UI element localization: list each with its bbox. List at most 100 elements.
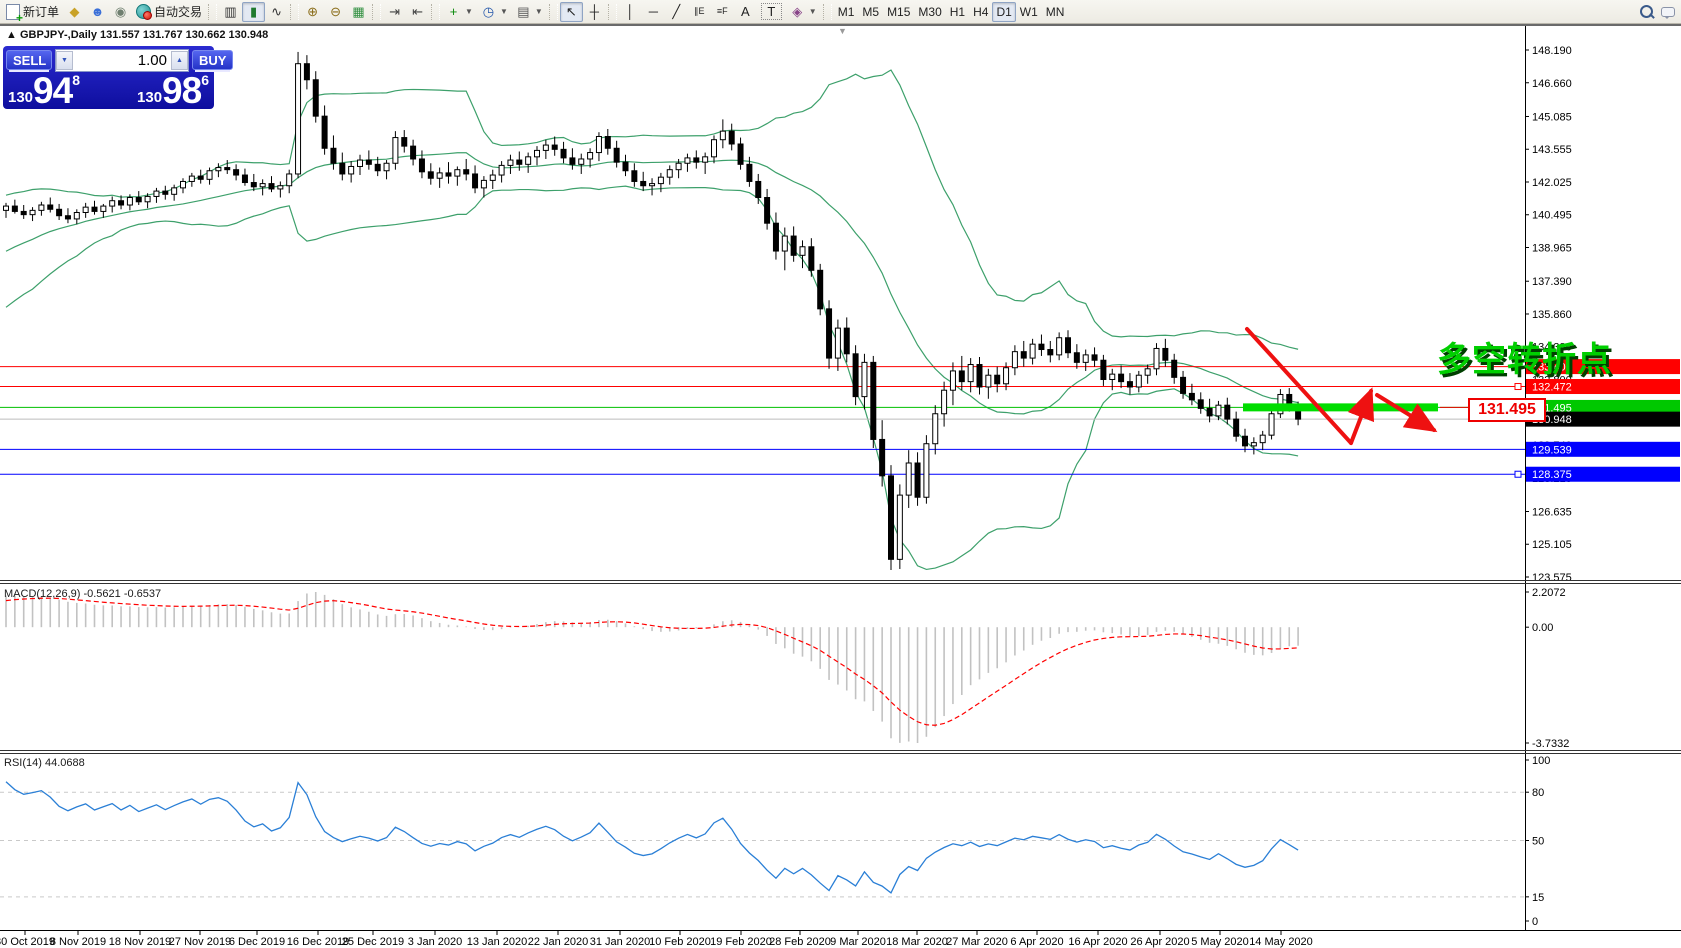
fibonacci-button[interactable]: ≡F bbox=[711, 2, 734, 22]
trend-arrow[interactable] bbox=[1245, 327, 1353, 445]
candle-body bbox=[923, 443, 930, 498]
line-chart-icon: ∿ bbox=[271, 4, 282, 19]
new-order-button[interactable]: 新订单 bbox=[2, 2, 63, 25]
chart-shift-button[interactable]: ⇤ bbox=[406, 2, 429, 22]
candle-body bbox=[427, 171, 434, 179]
toolbar-separator bbox=[607, 3, 617, 20]
candle-body bbox=[578, 158, 585, 165]
tile-windows-button[interactable]: ▦ bbox=[347, 2, 370, 22]
text-button[interactable]: A bbox=[734, 2, 757, 22]
trendline-button[interactable]: ╱ bbox=[665, 2, 688, 22]
price-badge-label: 129.539 bbox=[1532, 444, 1572, 456]
timeframe-m15-button[interactable]: M15 bbox=[883, 2, 914, 22]
indicators-button[interactable]: + ▼ bbox=[442, 2, 477, 22]
crosshair-button[interactable]: ┼ bbox=[583, 2, 606, 22]
trend-arrow[interactable] bbox=[1375, 393, 1438, 433]
chevron-down-icon: ▼ bbox=[534, 7, 543, 16]
sell-price[interactable]: 130 94 8 bbox=[8, 72, 80, 109]
sell-price-pip: 8 bbox=[72, 72, 80, 88]
auto-scroll-button[interactable]: ⇥ bbox=[383, 2, 406, 22]
candle-body bbox=[693, 157, 700, 163]
volume-input[interactable] bbox=[73, 50, 171, 70]
zoom-out-button[interactable]: ⊖ bbox=[324, 2, 347, 22]
text-label-button[interactable]: T bbox=[757, 2, 786, 22]
navigator-button[interactable]: ◉ bbox=[109, 2, 132, 22]
timeframe-w1-button[interactable]: W1 bbox=[1016, 2, 1042, 22]
candle-body bbox=[268, 183, 275, 190]
price-badge-label: 128.375 bbox=[1532, 469, 1572, 481]
date-tick-label: 31 Jan 2020 bbox=[590, 936, 651, 948]
equidistant-channel-button[interactable]: ∥E bbox=[688, 2, 711, 22]
market-watch-button[interactable]: ◆ bbox=[63, 2, 86, 22]
candle-body bbox=[888, 475, 894, 560]
cursor-icon: ↖ bbox=[565, 4, 577, 19]
date-tick-label: 16 Apr 2020 bbox=[1068, 936, 1127, 948]
candle-body bbox=[719, 130, 726, 141]
timeframe-m1-button[interactable]: M1 bbox=[834, 2, 859, 22]
timeframe-m5-button[interactable]: M5 bbox=[858, 2, 883, 22]
bar-chart-button[interactable]: ▥ bbox=[219, 2, 242, 22]
candle-body bbox=[967, 364, 974, 383]
price-tick-label: 140.495 bbox=[1532, 210, 1572, 222]
price-tick-label: 143.555 bbox=[1532, 144, 1572, 156]
candle-body bbox=[91, 206, 98, 212]
price-chart[interactable]: 148.190 146.660 145.085 143.555 142.025 140.4… bbox=[0, 26, 1681, 948]
candle-body bbox=[1268, 413, 1275, 436]
timeframe-d1-button[interactable]: D1 bbox=[992, 1, 1016, 22]
search-button[interactable] bbox=[1636, 2, 1657, 22]
candle-body bbox=[135, 197, 142, 203]
candle-body bbox=[1118, 373, 1125, 383]
candle-body bbox=[958, 370, 965, 383]
chat-button[interactable] bbox=[1657, 2, 1679, 22]
cursor-button[interactable]: ↖ bbox=[559, 1, 583, 22]
date-tick-label: 22 Jan 2020 bbox=[528, 936, 589, 948]
new-order-label: 新订单 bbox=[23, 5, 60, 19]
line-drag-handle[interactable] bbox=[1514, 383, 1522, 391]
price-tick-label: 125.105 bbox=[1532, 539, 1572, 551]
toolbar-separator bbox=[208, 3, 218, 20]
timeframe-h4-button[interactable]: H4 bbox=[969, 2, 992, 22]
navigator-icon: ◉ bbox=[114, 4, 127, 19]
horizontal-line-button[interactable]: ─ bbox=[642, 2, 665, 22]
candle-body bbox=[73, 211, 80, 220]
timeframe-h1-button[interactable]: H1 bbox=[946, 2, 969, 22]
data-window-button[interactable]: ☻ bbox=[86, 2, 109, 22]
line-drag-handle[interactable] bbox=[1514, 470, 1522, 478]
buy-price[interactable]: 130 98 6 bbox=[137, 72, 209, 109]
macd-tick-label: 0.00 bbox=[1532, 622, 1553, 634]
candle-body bbox=[374, 163, 381, 172]
arrows-button[interactable]: ◈ ▼ bbox=[786, 2, 821, 22]
trend-arrow[interactable] bbox=[1347, 387, 1375, 445]
chart-window[interactable]: ▲ GBPJPY-,Daily 131.557 131.767 130.662 … bbox=[0, 24, 1681, 948]
candlesticks-button[interactable]: ▮ bbox=[242, 1, 266, 22]
volume-decrease-button[interactable]: ▼ bbox=[56, 50, 73, 70]
search-icon bbox=[1640, 5, 1653, 18]
volume-increase-button[interactable]: ▲ bbox=[171, 50, 188, 70]
candle-body bbox=[3, 205, 9, 211]
date-tick-label: 9 Mar 2020 bbox=[830, 936, 886, 948]
candle-body bbox=[1091, 354, 1098, 361]
candle-body bbox=[932, 413, 939, 445]
line-chart-button[interactable]: ∿ bbox=[265, 2, 288, 22]
one-click-collapse-icon[interactable]: ▼ bbox=[838, 26, 847, 36]
timeframe-m30-button[interactable]: M30 bbox=[914, 2, 945, 22]
date-tick-label: 13 Jan 2020 bbox=[467, 936, 528, 948]
templates-button[interactable]: ▤ ▼ bbox=[512, 2, 547, 22]
candle-body bbox=[348, 165, 355, 175]
candle-body bbox=[976, 364, 983, 388]
timeframe-mn-button[interactable]: MN bbox=[1042, 2, 1069, 22]
zoom-in-button[interactable]: ⊕ bbox=[301, 2, 324, 22]
timeframe-m1-label: M1 bbox=[837, 4, 855, 19]
buy-button[interactable]: BUY bbox=[192, 50, 234, 70]
autotrading-button[interactable]: 自动交易 bbox=[132, 2, 206, 22]
macd-label: MACD(12,26,9) -0.5621 -0.6537 bbox=[4, 588, 162, 600]
periods-button[interactable]: ◷ ▼ bbox=[477, 2, 512, 22]
candle-body bbox=[118, 200, 125, 206]
sell-button[interactable]: SELL bbox=[6, 50, 52, 70]
candle-body bbox=[82, 206, 89, 213]
date-tick-label: 25 Dec 2019 bbox=[342, 936, 404, 948]
vertical-line-button[interactable]: │ bbox=[619, 2, 642, 22]
annotation-text: 多空转折点 bbox=[1437, 341, 1612, 379]
candle-body bbox=[985, 374, 992, 388]
candle-body bbox=[631, 170, 638, 182]
